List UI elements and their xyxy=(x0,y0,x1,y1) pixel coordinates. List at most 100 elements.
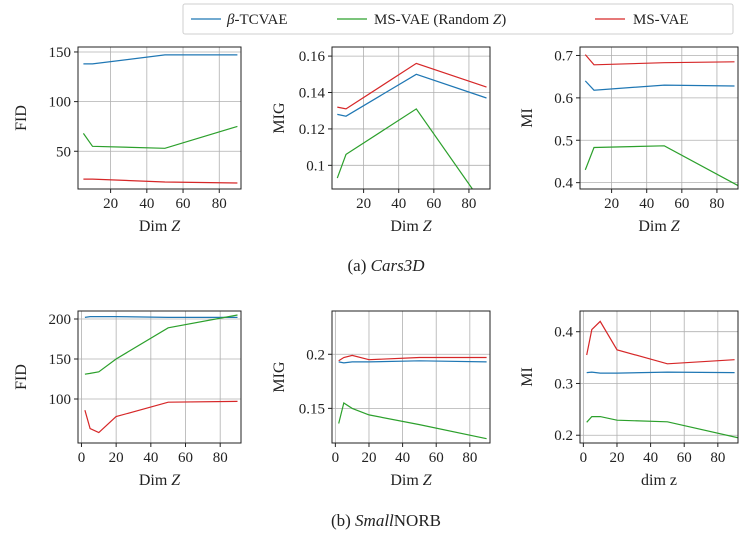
panel-smallnorb-mi-ytick-label: 0.3 xyxy=(554,376,573,392)
panel-smallnorb-mig-ylabel: MIG xyxy=(271,361,288,393)
panel-smallnorb-mi: 0 20 40 60 80 0.2 0.3 0.4 dim z MI xyxy=(519,310,739,489)
panel-cars3d-mi-xtick-label: 40 xyxy=(639,196,654,212)
panel-smallnorb-fid-series-ms-vae-line xyxy=(84,400,238,434)
panels: 20 40 60 80 50 100 150 Dim Z FID 20 40 60 80 0.1 0.12 0… xyxy=(13,45,739,489)
panel-cars3d-mig-xtick-label: 80 xyxy=(461,196,476,212)
panel-smallnorb-mig-series-ms-vae-line xyxy=(338,354,487,362)
panel-smallnorb-fid-xtick-label: 20 xyxy=(109,450,124,466)
panel-cars3d-mig-ytick-label: 0.12 xyxy=(299,122,325,138)
panel-cars3d-fid-ylabel: FID xyxy=(13,105,30,131)
panel-smallnorb-fid-xtick-label: 80 xyxy=(213,450,228,466)
caption-smallnorb-prefix: (b) xyxy=(331,511,355,530)
panel-smallnorb-fid-ylabel: FID xyxy=(13,364,30,390)
panel-smallnorb-fid: 0 20 40 60 80 100 150 200 Dim Z FID xyxy=(13,310,242,489)
panel-smallnorb-mi-series-ms-vae-line xyxy=(586,320,735,365)
legend-label-ms-vae: MS-VAE xyxy=(633,12,689,28)
panel-cars3d-mig-xtick-label: 40 xyxy=(391,196,406,212)
panel-cars3d-mig-ytick-label: 0.1 xyxy=(306,158,325,174)
panel-cars3d-mi-ytick-label: 0.6 xyxy=(554,91,573,107)
panel-cars3d-fid-ytick-label: 50 xyxy=(56,144,71,160)
panel-smallnorb-mig-xtick-label: 20 xyxy=(361,450,376,466)
panel-smallnorb-mig-series-tcvae-line xyxy=(338,360,487,364)
panel-smallnorb-fid-xtick-label: 0 xyxy=(78,450,86,466)
panel-smallnorb-mig-xtick-label: 0 xyxy=(332,450,340,466)
panel-smallnorb-fid-series-ms-vae-random-z-line xyxy=(84,314,238,375)
panel-smallnorb-mi-xtick-label: 80 xyxy=(710,450,725,466)
panel-smallnorb-mi-xtick-label: 60 xyxy=(677,450,692,466)
panel-smallnorb-mig-xtick-label: 60 xyxy=(429,450,444,466)
panel-smallnorb-mig: 0 20 40 60 80 0.15 0.2 Dim Z MIG xyxy=(271,310,491,489)
panel-cars3d-mi-xlabel: Dim Z xyxy=(638,218,680,235)
panel-cars3d-mi-xtick-label: 80 xyxy=(709,196,724,212)
panel-smallnorb-mi-ytick-label: 0.2 xyxy=(554,428,573,444)
panel-cars3d-mig-xlabel: Dim Z xyxy=(390,218,432,235)
caption-smallnorb-italic: Small xyxy=(355,511,394,530)
panel-cars3d-fid-xtick-label: 20 xyxy=(103,196,118,212)
panel-smallnorb-mi-ylabel: MI xyxy=(519,367,536,387)
panel-cars3d-mig-series-ms-vae-line xyxy=(337,62,487,110)
panel-smallnorb-fid-frame xyxy=(77,310,242,444)
panel-smallnorb-mig-ytick-label: 0.15 xyxy=(299,401,325,417)
panel-smallnorb-mi-xtick-label: 40 xyxy=(643,450,658,466)
panel-smallnorb-fid-ytick-label: 200 xyxy=(49,312,72,328)
panel-cars3d-mig-ytick-label: 0.14 xyxy=(299,86,326,102)
panel-smallnorb-mi-series-tcvae-line xyxy=(586,371,735,374)
panel-cars3d-fid-series-ms-vae-line xyxy=(83,178,238,184)
panel-smallnorb-mi-xtick-label: 20 xyxy=(609,450,624,466)
panel-smallnorb-mi-ytick-label: 0.4 xyxy=(554,325,573,341)
caption-smallnorb: (b) SmallNORB xyxy=(331,511,441,530)
panel-cars3d-fid-series-ms-vae-random-z-line xyxy=(82,125,238,149)
panel-cars3d-fid-xlabel: Dim Z xyxy=(139,218,181,235)
panel-smallnorb-mi-series-ms-vae-random-z-line xyxy=(586,416,738,439)
panel-smallnorb-mi-frame xyxy=(579,310,739,444)
panel-cars3d-mi-ytick-label: 0.4 xyxy=(554,176,573,192)
panel-smallnorb-mi-xtick-label: 0 xyxy=(580,450,588,466)
panel-smallnorb-fid-xtick-label: 40 xyxy=(143,450,158,466)
panel-cars3d-mig-ylabel: MIG xyxy=(271,102,288,134)
legend: β-TCVAE MS-VAE (Random Z) MS-VAE xyxy=(182,3,734,35)
panel-cars3d-mi-ytick-label: 0.5 xyxy=(554,133,573,149)
panel-cars3d-mi-frame xyxy=(579,46,739,190)
panel-smallnorb-mi-xlabel: dim z xyxy=(641,472,677,489)
caption-cars3d-prefix: (a) xyxy=(348,256,371,275)
panel-smallnorb-fid-ytick-label: 150 xyxy=(49,352,72,368)
panel-cars3d-fid-xtick-label: 60 xyxy=(176,196,191,212)
panel-cars3d-mig: 20 40 60 80 0.1 0.12 0.14 0.16 Dim Z MIG xyxy=(271,46,491,235)
panel-cars3d-mig-xtick-label: 20 xyxy=(356,196,371,212)
panel-cars3d-fid-ytick-label: 100 xyxy=(49,95,72,111)
panel-smallnorb-fid-xtick-label: 60 xyxy=(178,450,193,466)
panel-cars3d-mi-ylabel: MI xyxy=(519,108,536,128)
panel-cars3d-mig-series-ms-vae-random-z-line xyxy=(336,108,473,189)
panel-smallnorb-fid-ytick-label: 100 xyxy=(49,392,72,408)
panel-smallnorb-mig-series-ms-vae-random-z-line xyxy=(338,402,487,440)
panel-smallnorb-fid-xlabel: Dim Z xyxy=(139,472,181,489)
panel-cars3d-fid-frame xyxy=(77,46,242,190)
legend-label-beta-tcvae: β-TCVAE xyxy=(226,12,288,28)
panel-cars3d-mi-ytick-label: 0.7 xyxy=(554,48,573,64)
panel-cars3d-mi-series-ms-vae-random-z-line xyxy=(584,145,738,187)
caption-cars3d-name: Cars3D xyxy=(371,256,426,275)
panel-cars3d-mig-series-tcvae-line xyxy=(337,73,487,117)
panel-cars3d-mi-series-ms-vae-line xyxy=(584,54,735,66)
legend-label-ms-vae-random: MS-VAE (Random Z) xyxy=(374,12,506,28)
panel-smallnorb-fid-series-tcvae-line xyxy=(84,316,238,318)
panel-cars3d-fid-xtick-label: 40 xyxy=(139,196,154,212)
panel-cars3d-mi: 20 40 60 80 0.4 0.5 0.6 0.7 Dim Z MI xyxy=(519,46,739,235)
legend-box xyxy=(182,3,734,35)
panel-smallnorb-mig-xlabel: Dim Z xyxy=(390,472,432,489)
panel-cars3d-mig-ytick-label: 0.16 xyxy=(299,49,326,65)
panel-smallnorb-mig-xtick-label: 40 xyxy=(395,450,410,466)
panel-cars3d-mig-frame xyxy=(331,46,491,190)
panel-cars3d-fid: 20 40 60 80 50 100 150 Dim Z FID xyxy=(13,45,242,235)
panel-cars3d-fid-xtick-label: 80 xyxy=(212,196,227,212)
panel-cars3d-mi-xtick-label: 60 xyxy=(674,196,689,212)
panel-cars3d-fid-ytick-label: 150 xyxy=(49,45,72,61)
panel-cars3d-mi-series-tcvae-line xyxy=(584,80,735,91)
panel-cars3d-mi-xtick-label: 20 xyxy=(604,196,619,212)
caption-smallnorb-rest: NORB xyxy=(394,511,441,530)
panel-cars3d-mig-xtick-label: 60 xyxy=(426,196,441,212)
panel-smallnorb-mig-ytick-label: 0.2 xyxy=(306,347,325,363)
panel-smallnorb-mig-frame xyxy=(331,310,491,444)
caption-cars3d: (a) Cars3D xyxy=(348,256,426,275)
